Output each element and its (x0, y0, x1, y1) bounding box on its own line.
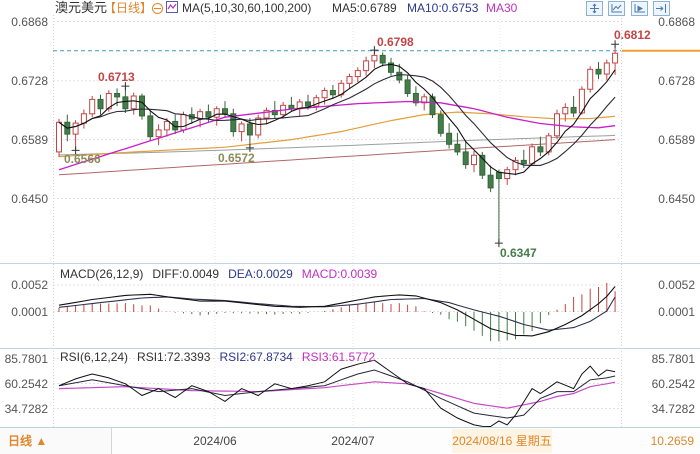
current-date-label: 2024/08/16 星期五 (452, 429, 552, 453)
swing-low-annotation: 0.6572 (218, 151, 255, 165)
swing-low-annotation: 0.6566 (64, 152, 101, 166)
rsi-axis-left-tick: 85.7801 (4, 351, 48, 366)
ma30-value-label: MA30 (486, 1, 518, 15)
price-axis-right-tick: 0.6450 (658, 191, 695, 206)
rsi-axis-right-tick: 60.2542 (651, 376, 695, 391)
symbol-title: 澳元美元 (55, 0, 108, 15)
collapse-circle-minus-icon[interactable] (152, 3, 163, 14)
price-axis-right-tick: 0.6589 (658, 132, 695, 147)
diff-value-label: DIFF:0.0049 (152, 267, 220, 281)
macd-axis-right-tick: 0.0052 (658, 278, 695, 292)
price-axis-right-tick: 0.6868 (658, 14, 695, 29)
dea-value-label: DEA:0.0029 (228, 267, 293, 281)
macd-axis-left-tick: 0.0001 (11, 304, 48, 319)
ma5-value-label: MA5:0.6789 (332, 1, 397, 15)
macd-title: MACD(26,12,9) (60, 267, 144, 281)
price-axis-right-tick: 0.6728 (658, 73, 695, 88)
ma-settings-label: MA(5,10,30,60,100,200) (182, 1, 312, 15)
rsi-axis-right-tick: 85.7801 (651, 351, 695, 366)
rsi-title: RSI(6,12,24) (60, 350, 129, 364)
macd-legend: MACD(26,12,9) DIFF:0.0049 DEA:0.0029 MAC… (60, 267, 377, 281)
scale-icon[interactable] (608, 1, 626, 16)
price-axis-left-tick: 0.6450 (11, 191, 48, 206)
price-axis-left-tick: 0.6589 (11, 132, 48, 147)
swing-low-annotation: 0.6347 (500, 246, 537, 260)
crosshair-icon[interactable] (586, 1, 603, 16)
time-axis-bar: 日线 ▲ 2024/06 2024/07 2024/08/16 星期五 10.2… (0, 427, 700, 454)
indicator-play-icon[interactable] (630, 1, 648, 16)
macd-axis-right-tick: 0.0001 (658, 304, 695, 319)
period-tag: 【日线】 (104, 1, 153, 15)
rsi-axis-left-tick: 34.7282 (4, 401, 48, 416)
axis-corner-value: 10.2659 (650, 434, 694, 448)
period-selector-button[interactable]: 日线 ▲ (0, 428, 112, 454)
swing-high-annotation: 0.6713 (98, 70, 135, 84)
rsi-axis-left-tick: 60.2542 (4, 376, 48, 391)
chart-toolbar (584, 1, 671, 16)
macd-axis-left-tick: 0.0052 (11, 278, 48, 292)
x-axis-month-label: 2024/06 (193, 434, 237, 448)
swing-high-annotation: 0.6812 (614, 28, 651, 42)
rsi-legend: RSI(6,12,24) RSI1:72.3393 RSI2:67.8734 R… (60, 350, 375, 364)
macd-value-label: MACD:0.0039 (301, 267, 378, 281)
mini-chart-icon (166, 1, 178, 16)
rsi3-value-label: RSI3:61.5772 (301, 350, 376, 364)
jump-latest-icon[interactable] (653, 1, 671, 16)
rsi1-value-label: RSI1:72.3393 (137, 350, 211, 364)
swing-high-annotation: 0.6798 (377, 35, 414, 49)
x-axis-month-label: 2024/07 (331, 434, 375, 448)
rsi-axis-right-tick: 34.7282 (651, 401, 695, 416)
rsi2-value-label: RSI2:67.8734 (219, 350, 293, 364)
price-axis-left-tick: 0.6868 (11, 14, 48, 29)
ma10-value-label: MA10:0.6753 (407, 1, 479, 15)
price-axis-left-tick: 0.6728 (11, 73, 48, 88)
